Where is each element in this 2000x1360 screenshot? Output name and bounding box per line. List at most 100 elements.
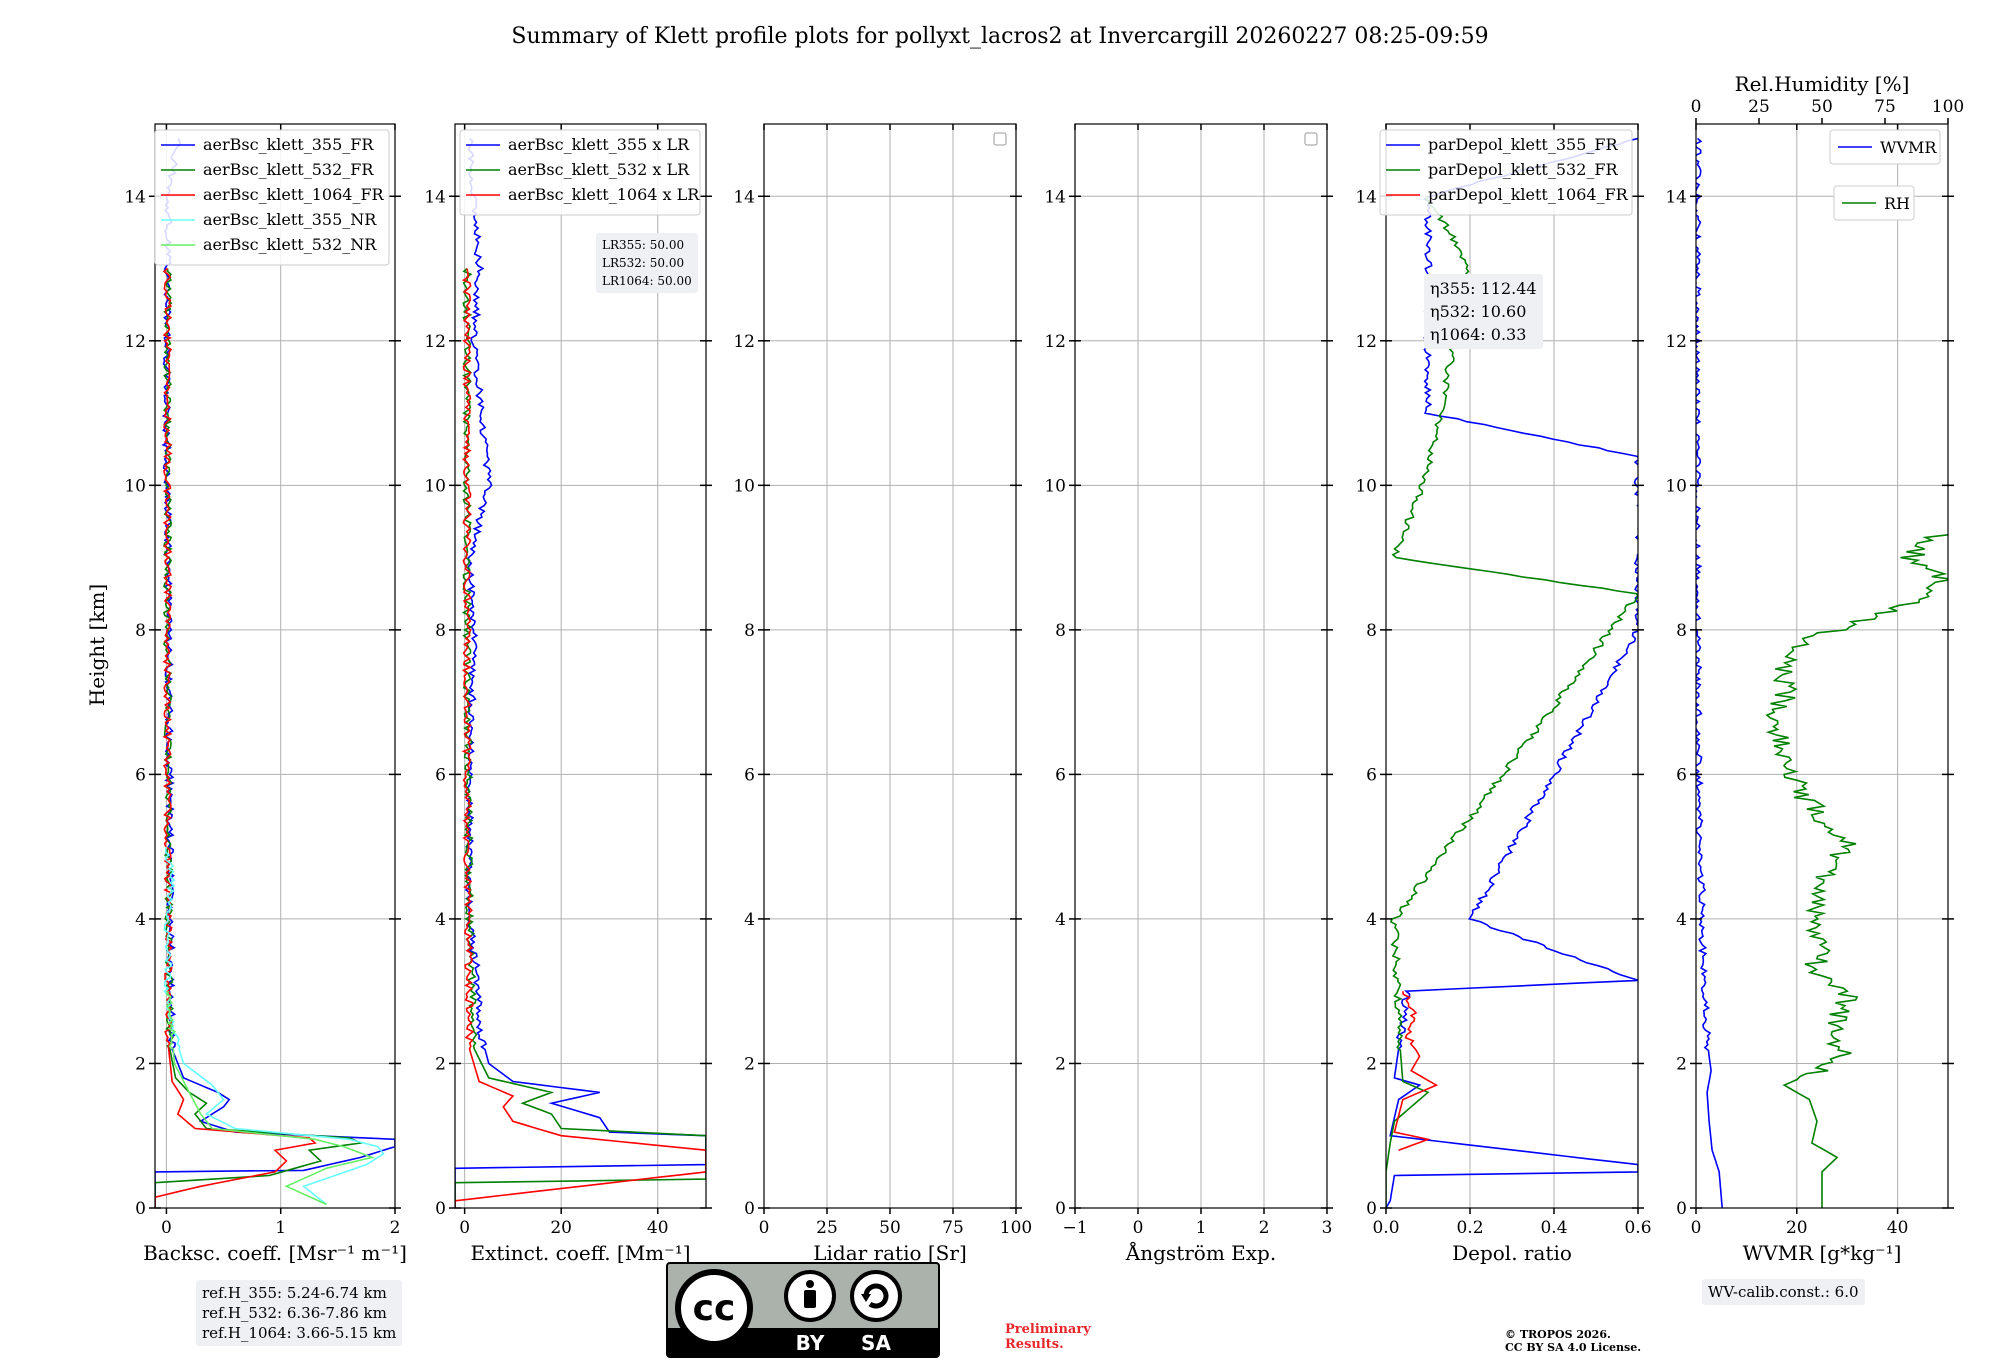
x-tick-label: 100 (1000, 1218, 1032, 1238)
y-tick-label: 2 (1676, 1054, 1687, 1074)
y-tick-label: 10 (124, 476, 146, 496)
y-tick-label: 6 (135, 765, 146, 785)
panel-3: 0 2 4 6 8 10 12 14 0 25 50 75 100 Lidar ratio [Sr] (733, 123, 1032, 1265)
y-tick-label: 4 (744, 910, 755, 930)
legend-entry: aerBsc_klett_355 x LR (508, 135, 690, 154)
y-tick-label: 6 (1055, 765, 1066, 785)
cc-sa-label: SA (861, 1331, 891, 1355)
x-tick-label: 0.4 (1540, 1218, 1567, 1238)
legend-entry: RH (1884, 194, 1910, 213)
cc-logo-icon (675, 1269, 753, 1347)
reference-height-box: ref.H_355: 5.24-6.74 km ref.H_532: 6.36-… (196, 1280, 403, 1346)
series-line-WVMR (1696, 137, 1723, 1208)
y-tick-label: 12 (733, 332, 755, 352)
x-tick-label: 0 (1691, 1218, 1702, 1238)
y-tick-label: 0 (1366, 1199, 1377, 1219)
y-tick-label: 2 (1055, 1054, 1066, 1074)
y-tick-label: 14 (1044, 187, 1066, 207)
y-tick-label: 10 (1044, 476, 1066, 496)
lr-355: LR355: 50.00 (602, 238, 685, 252)
series-line-aerBsc_klett_355 x LR (455, 137, 706, 1208)
y-tick-label: 2 (435, 1054, 446, 1074)
ref-h-532: ref.H_532: 6.36-7.86 km (202, 1304, 387, 1322)
legend: aerBsc_klett_355 x LR aerBsc_klett_532 x … (459, 129, 701, 216)
y-tick-label: 6 (1366, 765, 1377, 785)
x-tick-label: 2 (390, 1218, 401, 1238)
ref-h-1064: ref.H_1064: 3.66-5.15 km (202, 1324, 397, 1342)
x-tick-label: 0 (459, 1218, 470, 1238)
y-tick-label: 0 (435, 1199, 446, 1219)
series-line-aerBsc_klett_355_FR (155, 138, 395, 1208)
wv-calib-const: WV-calib.const.: 6.0 (1708, 1283, 1859, 1301)
x-axis-label: Depol. ratio (1452, 1241, 1572, 1265)
axes-frame (1385, 123, 1639, 1209)
preliminary-line-1: Preliminary (1005, 1322, 1091, 1337)
y-tick-label: 8 (1055, 621, 1066, 641)
y-tick-label: 4 (135, 910, 146, 930)
series-group (155, 138, 395, 1208)
lr-1064: LR1064: 50.00 (602, 274, 692, 288)
y-tick-label: 8 (1676, 621, 1687, 641)
series-line-aerBsc_klett_1064 x LR (455, 268, 706, 1208)
x-tick-label: 50 (879, 1218, 901, 1238)
lr-532: LR532: 50.00 (602, 256, 685, 270)
y-tick-label: 14 (424, 187, 446, 207)
series-line-aerBsc_klett_355_NR (163, 846, 385, 1206)
panel-2: 0 2 4 6 8 10 12 14 0 20 40 Extinct. coeff. [Mm⁻¹] ae… (424, 123, 712, 1265)
y-tick-label: 8 (744, 621, 755, 641)
x-axis-label: Ångström Exp. (1125, 1240, 1276, 1265)
x-tick-label: 3 (1322, 1218, 1333, 1238)
preliminary-note: Preliminary Results. (1005, 1322, 1091, 1352)
cc-license-badge: cc BY SA (666, 1262, 940, 1358)
x2-tick-label: 100 (1932, 97, 1964, 117)
figure-title: Summary of Klett profile plots for polly… (511, 24, 1488, 49)
eta-532: η532: 10.60 (1430, 302, 1527, 321)
wv-calib-box: WV-calib.const.: 6.0 (1702, 1279, 1865, 1305)
series-group (1696, 137, 1948, 1208)
series-line-aerBsc_klett_1064_FR (155, 267, 317, 1208)
y-tick-label: 0 (744, 1199, 755, 1219)
empty-legend-box (1304, 132, 1318, 146)
series-line-aerBsc_klett_532_NR (165, 990, 375, 1206)
x2-tick-label: 75 (1874, 97, 1896, 117)
eta-355: η355: 112.44 (1430, 279, 1537, 298)
x-tick-label: 0 (1133, 1218, 1144, 1238)
legend-entry: aerBsc_klett_355_FR (203, 135, 374, 154)
series-group (455, 137, 706, 1208)
legend-entry: aerBsc_klett_532_FR (203, 160, 374, 179)
eta-1064: η1064: 0.33 (1430, 325, 1527, 344)
legend-entry: WVMR (1880, 138, 1937, 157)
legend-entry: parDepol_klett_532_FR (1428, 160, 1619, 179)
y-tick-label: 4 (435, 910, 446, 930)
y-tick-label: 8 (135, 621, 146, 641)
x-tick-label: 2 (1259, 1218, 1270, 1238)
series-line-parDepol_klett_532_FR (1386, 195, 1638, 1208)
copyright-line-1: © TROPOS 2026. (1505, 1328, 1611, 1341)
x-tick-label: 0 (161, 1218, 172, 1238)
y-tick-label: 2 (744, 1054, 755, 1074)
y-tick-label: 12 (424, 332, 446, 352)
copyright-note: © TROPOS 2026. CC BY SA 4.0 License. (1505, 1328, 1641, 1354)
y-tick-label: 4 (1676, 910, 1687, 930)
legend-entry: aerBsc_klett_532 x LR (508, 160, 690, 179)
ref-h-355: ref.H_355: 5.24-6.74 km (202, 1284, 387, 1302)
y-tick-label: 14 (733, 187, 755, 207)
x-tick-label: 0.2 (1456, 1218, 1483, 1238)
y-tick-label: 14 (124, 187, 146, 207)
cc-by-label: BY (796, 1331, 825, 1355)
x2-axis-label: Rel.Humidity [%] (1735, 72, 1910, 96)
y-tick-label: 2 (135, 1054, 146, 1074)
x-tick-label: 0 (759, 1218, 770, 1238)
x-tick-label: 1 (275, 1218, 286, 1238)
legend-RH: RH (1833, 185, 1915, 221)
eta-box: η355: 112.44 η532: 10.60 η1064: 0.33 (1424, 274, 1543, 349)
cc-logo-text: cc (693, 1288, 736, 1329)
axes-frame (154, 123, 396, 1209)
legend-entry: aerBsc_klett_1064_FR (203, 185, 385, 204)
legend-box (1829, 129, 1941, 165)
legend-WVMR: WVMR (1829, 129, 1941, 165)
y-tick-label: 12 (1044, 332, 1066, 352)
